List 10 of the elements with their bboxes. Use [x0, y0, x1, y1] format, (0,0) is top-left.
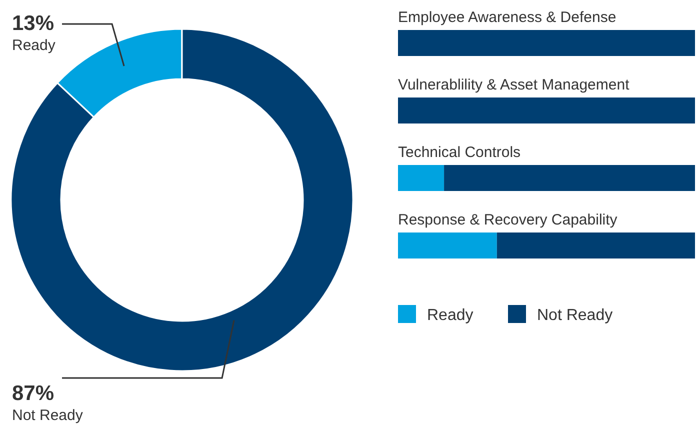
data-label: 87%: [12, 382, 54, 405]
y-tick-label: Technical Controls: [398, 144, 521, 161]
data-label: 13%: [12, 12, 54, 35]
legend-label: Ready: [427, 307, 474, 324]
legend-label: Not Ready: [537, 307, 613, 324]
y-tick-label: Vulnerablility & Asset Management: [398, 76, 630, 94]
slice-label: Ready: [12, 37, 56, 54]
y-tick-label: Employee Awareness & Defense: [398, 9, 616, 26]
slice-label: Not Ready: [12, 407, 84, 424]
y-tick-label: Response & Recovery Capability: [398, 212, 618, 228]
